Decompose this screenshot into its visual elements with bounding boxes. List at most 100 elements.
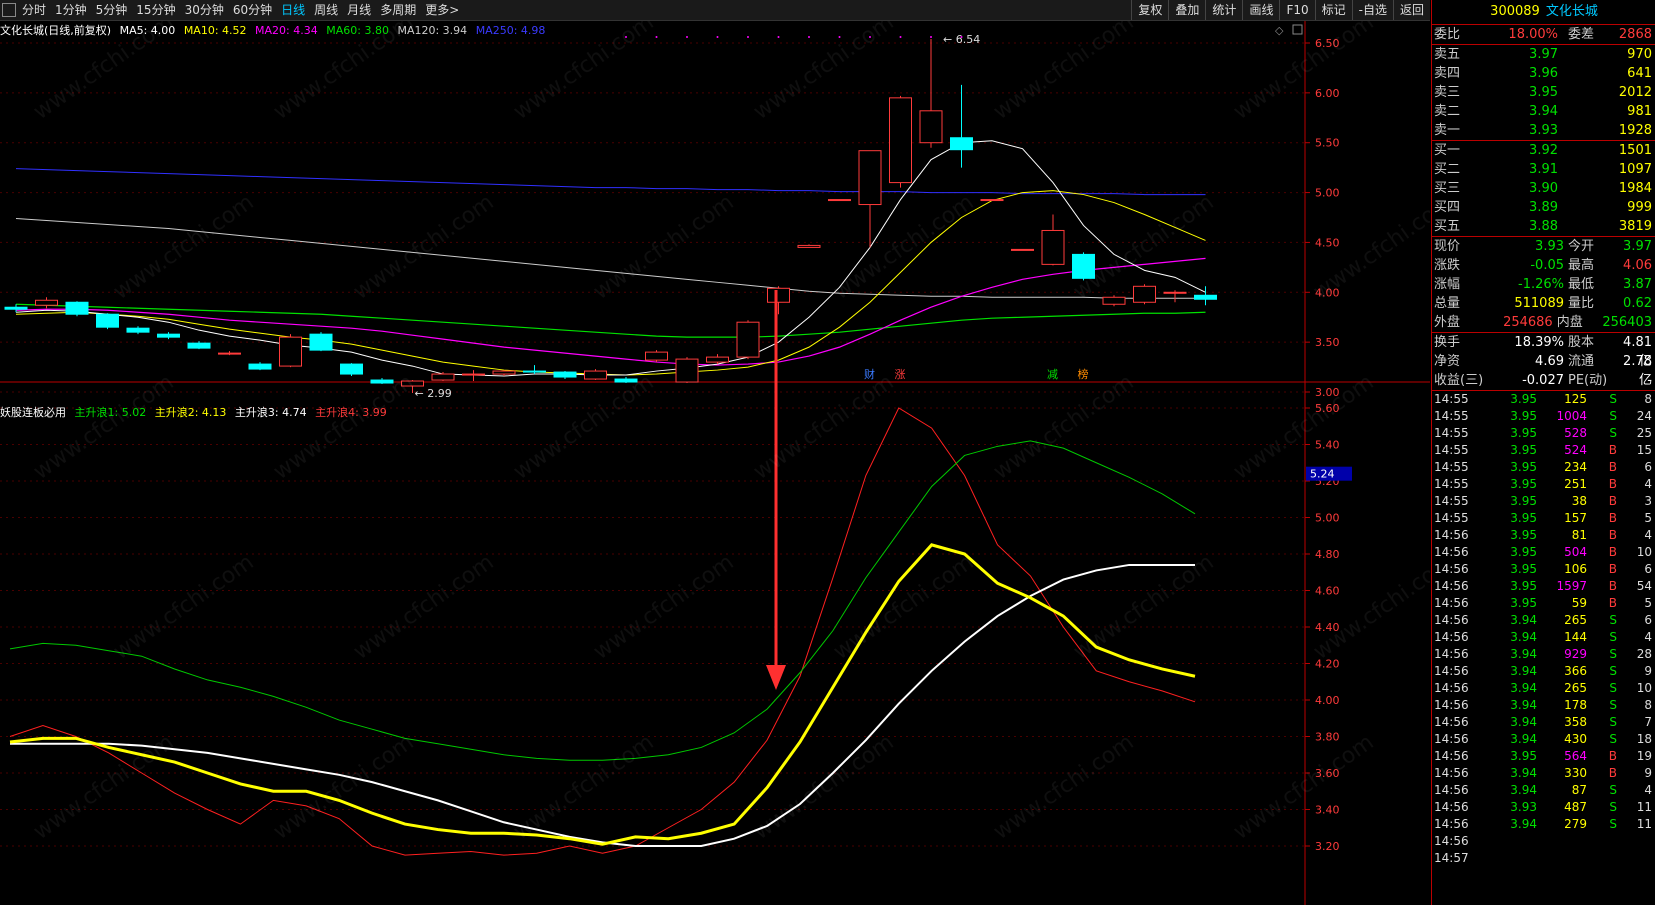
weicha-label: 委差 bbox=[1568, 27, 1595, 42]
tab-8[interactable]: 月线 bbox=[347, 3, 372, 17]
tool-button-7[interactable]: 返回 bbox=[1392, 0, 1430, 20]
stock-title[interactable]: 文化长城(日线,前复权) bbox=[0, 24, 112, 37]
candle-body[interactable] bbox=[96, 313, 119, 328]
candle-body[interactable] bbox=[1072, 253, 1095, 279]
tick-price: 3.95 bbox=[1510, 562, 1537, 576]
candle-body[interactable] bbox=[1133, 285, 1156, 303]
candle-body[interactable] bbox=[1011, 248, 1034, 251]
tab-1[interactable]: 1分钟 bbox=[55, 3, 87, 17]
candle-body[interactable] bbox=[1194, 294, 1217, 300]
candle-body[interactable] bbox=[553, 371, 577, 378]
ask-row[interactable]: 卖四 3.96 641 bbox=[1432, 64, 1655, 83]
candle-body[interactable] bbox=[980, 199, 1004, 202]
candle-body[interactable] bbox=[248, 363, 272, 370]
watermark: www.cfchi.com bbox=[589, 190, 738, 305]
ask-row[interactable]: 卖一 3.93 1928 bbox=[1432, 121, 1655, 140]
tick-price: 3.94 bbox=[1510, 630, 1537, 644]
event-tag[interactable]: 榜 bbox=[1078, 367, 1089, 381]
candle-body[interactable] bbox=[706, 356, 729, 363]
candle-body[interactable] bbox=[523, 370, 546, 373]
marker-dot bbox=[960, 36, 963, 38]
ma10-label: MA10: 4.52 bbox=[183, 24, 247, 37]
tool-button-1[interactable]: 叠加 bbox=[1168, 0, 1205, 20]
candle-body[interactable] bbox=[828, 199, 851, 202]
candle-body[interactable] bbox=[797, 244, 821, 248]
tool-button-2[interactable]: 统计 bbox=[1205, 0, 1242, 20]
tab-4[interactable]: 30分钟 bbox=[184, 3, 224, 17]
candle-body[interactable] bbox=[126, 327, 150, 333]
tool-button-0[interactable]: 复权 bbox=[1131, 0, 1168, 20]
tab-6[interactable]: 日线 bbox=[281, 3, 306, 17]
tab-9[interactable]: 多周期 bbox=[380, 3, 417, 17]
bid-row[interactable]: 买二 3.91 1097 bbox=[1432, 160, 1655, 179]
tool-button-5[interactable]: 标记 bbox=[1314, 0, 1352, 20]
candle-body[interactable] bbox=[492, 370, 516, 375]
diamond-icon[interactable]: ◇ bbox=[1275, 24, 1284, 37]
candle-body[interactable] bbox=[340, 363, 363, 375]
tab-2[interactable]: 5分钟 bbox=[95, 3, 128, 17]
candle-body[interactable] bbox=[309, 333, 333, 351]
candle-body[interactable] bbox=[950, 137, 973, 151]
tab-7[interactable]: 周线 bbox=[314, 3, 339, 17]
maximize-icon[interactable] bbox=[1292, 24, 1303, 35]
bid-row[interactable]: 买三 3.90 1984 bbox=[1432, 179, 1655, 198]
candle-body[interactable] bbox=[4, 306, 28, 310]
bid-row[interactable]: 买五 3.88 3819 bbox=[1432, 217, 1655, 236]
event-tag[interactable]: 财 bbox=[864, 367, 875, 381]
candle-body[interactable] bbox=[1163, 291, 1187, 294]
candle-body[interactable] bbox=[187, 342, 211, 349]
ask-row[interactable]: 卖二 3.94 981 bbox=[1432, 102, 1655, 121]
candle-body[interactable] bbox=[65, 301, 89, 315]
candle-body[interactable] bbox=[218, 352, 241, 355]
candle-body[interactable] bbox=[401, 380, 424, 387]
candle-body[interactable] bbox=[919, 110, 943, 144]
stat-value: -0.05 bbox=[1530, 258, 1564, 273]
candle-body[interactable] bbox=[645, 351, 668, 361]
tick-count: 7 bbox=[1644, 715, 1652, 729]
candle-body[interactable] bbox=[35, 299, 58, 306]
candle-body[interactable] bbox=[858, 150, 882, 206]
candle-body[interactable] bbox=[675, 358, 699, 383]
tab-3[interactable]: 15分钟 bbox=[136, 3, 176, 17]
candle-body[interactable] bbox=[614, 378, 638, 383]
candle-body[interactable] bbox=[889, 97, 912, 184]
tick-row: 14:55 3.95 1004 S 24 bbox=[1432, 408, 1655, 425]
stat-value: 18.39% bbox=[1514, 335, 1564, 350]
candle-body[interactable] bbox=[431, 373, 455, 381]
tool-button-4[interactable]: F10 bbox=[1279, 0, 1314, 20]
indicator-title[interactable]: 妖股连板必用 bbox=[0, 406, 66, 419]
candle-body[interactable] bbox=[767, 287, 790, 303]
bid-row[interactable]: 买四 3.89 999 bbox=[1432, 198, 1655, 217]
candle-body[interactable] bbox=[279, 336, 302, 367]
candle-body[interactable] bbox=[462, 373, 485, 376]
marker-dot bbox=[808, 36, 810, 38]
ask-row[interactable]: 卖五 3.97 970 bbox=[1432, 45, 1655, 64]
candle-body[interactable] bbox=[370, 379, 394, 384]
tick-volume: 144 bbox=[1564, 630, 1587, 644]
menu-icon[interactable] bbox=[2, 3, 16, 17]
event-tag[interactable]: 减 bbox=[1047, 368, 1058, 381]
candle-body[interactable] bbox=[1041, 229, 1065, 265]
tick-price: 3.93 bbox=[1510, 800, 1537, 814]
tool-button-6[interactable]: -自选 bbox=[1351, 0, 1393, 20]
event-tag[interactable]: 涨 bbox=[895, 368, 906, 381]
watermark: www.cfchi.com bbox=[829, 550, 978, 665]
tick-row: 14:56 3.94 330 B 9 bbox=[1432, 765, 1655, 782]
tick-time: 14:57 bbox=[1434, 851, 1469, 865]
tool-button-3[interactable]: 画线 bbox=[1242, 0, 1279, 20]
chart-area[interactable]: 6.50 6.00 5.50 5.00 4.50 4.00 3.50 3.00 5.60 5.40… bbox=[0, 0, 1430, 905]
tick-price bbox=[1489, 850, 1537, 867]
tab-0[interactable]: 分时 bbox=[22, 3, 47, 17]
tab-5[interactable]: 60分钟 bbox=[232, 3, 273, 17]
candle-body[interactable] bbox=[584, 370, 607, 380]
candle-body[interactable] bbox=[157, 333, 180, 338]
candle-body[interactable] bbox=[736, 321, 760, 358]
bid-row[interactable]: 买一 3.92 1501 bbox=[1432, 141, 1655, 160]
candle-body[interactable] bbox=[1102, 296, 1126, 305]
tab-10[interactable]: 更多> bbox=[425, 3, 460, 17]
ask-row[interactable]: 卖三 3.95 2012 bbox=[1432, 83, 1655, 102]
watermark: www.cfchi.com bbox=[509, 370, 658, 485]
tick-row: 14:57 bbox=[1432, 850, 1655, 867]
tick-list[interactable]: 14:55 3.95 125 S 8 14:55 3.95 1004 S 24 14:55 3.95 5… bbox=[1432, 391, 1655, 867]
tick-count: 4 bbox=[1644, 783, 1652, 797]
